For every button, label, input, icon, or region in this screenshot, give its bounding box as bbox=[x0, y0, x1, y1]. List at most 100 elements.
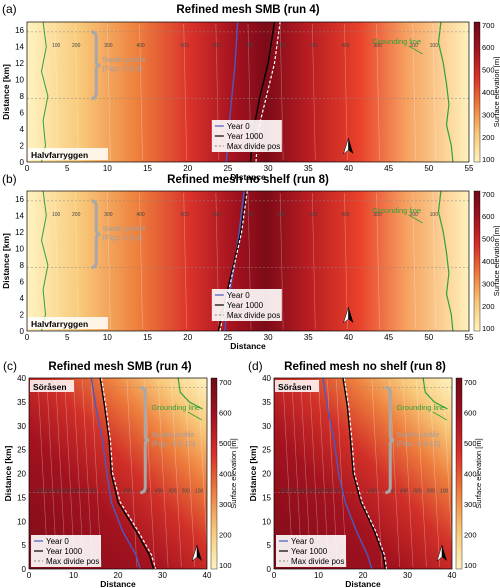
y-tick-label: 5 bbox=[22, 541, 27, 550]
panel-label: (d) bbox=[248, 359, 263, 373]
contour-line bbox=[74, 192, 79, 330]
colorbar-tick-label: 700 bbox=[219, 378, 232, 387]
contour-line bbox=[376, 23, 380, 161]
axes-frame bbox=[26, 190, 470, 332]
x-tick-label: 10 bbox=[314, 571, 323, 580]
panel-title: Refined mesh SMB (run 4) bbox=[176, 4, 319, 16]
grounding-line-pointer bbox=[187, 411, 203, 421]
north-arrow-icon-half bbox=[191, 544, 198, 562]
colorbar-tick-label: 100 bbox=[482, 324, 495, 333]
contour-label: 600 bbox=[324, 489, 333, 495]
x-tick-label: 10 bbox=[103, 164, 112, 173]
grounding-line bbox=[177, 377, 203, 410]
contour-label: 200 bbox=[72, 43, 81, 49]
panel-title: Refined mesh SMB (run 4) bbox=[48, 361, 191, 373]
contour-label: 200 bbox=[182, 489, 191, 495]
contour-label: 100 bbox=[52, 43, 61, 49]
colorbar-tick-label: 200 bbox=[219, 531, 232, 540]
legend-item: Year 1000 bbox=[227, 301, 264, 310]
colorbar-label: Surface elevation [m] bbox=[492, 57, 500, 127]
contour-label: 400 bbox=[155, 489, 164, 495]
y-tick-label: 14 bbox=[15, 212, 24, 221]
grounding-line-pointer bbox=[432, 411, 448, 421]
y-tick-label: 20 bbox=[262, 470, 271, 479]
colorbar-tick-label: 600 bbox=[482, 212, 495, 221]
legend-item: Year 1000 bbox=[291, 547, 328, 556]
x-tick-label: 40 bbox=[344, 164, 353, 173]
y-tick-label: 15 bbox=[262, 493, 271, 502]
x-tick-label: 20 bbox=[183, 333, 192, 342]
colorbar-tick-label: 400 bbox=[464, 470, 477, 479]
panel-2: Refined mesh no shelf (run 8)(b)100 200 30… bbox=[1, 172, 500, 351]
panel-3: Refined mesh SMB (run 4)(c)100 200 300 400 5… bbox=[3, 359, 238, 588]
x-tick-label: 30 bbox=[403, 571, 412, 580]
colorbar-tick-label: 100 bbox=[482, 155, 495, 164]
north-arrow-icon-half bbox=[342, 306, 349, 324]
contour-label: 100 bbox=[52, 212, 61, 218]
contour-line bbox=[279, 192, 284, 330]
x-tick-label: 35 bbox=[304, 164, 313, 173]
contour-line bbox=[344, 192, 348, 330]
y-tick-label: 4 bbox=[20, 294, 25, 303]
colorbar-tick-label: 400 bbox=[482, 257, 495, 266]
contour-label: 200 bbox=[72, 212, 81, 218]
x-axis-label: Distance bbox=[100, 579, 136, 588]
contour-line bbox=[412, 23, 417, 161]
colorbar-label: Surface elevation [m] bbox=[474, 438, 483, 508]
contour-label: 200 bbox=[427, 489, 436, 495]
y-axis-label: Distance [km] bbox=[248, 445, 258, 501]
legend-item: Year 0 bbox=[227, 122, 250, 131]
contour-line bbox=[432, 192, 437, 330]
coastline bbox=[40, 21, 49, 163]
y-tick-label: 30 bbox=[262, 422, 271, 431]
swath-brace bbox=[140, 386, 150, 495]
colorbar-tick-label: 200 bbox=[464, 531, 477, 540]
contour-line bbox=[416, 379, 427, 568]
y-tick-label: 25 bbox=[17, 446, 26, 455]
contour-label: 300 bbox=[168, 489, 177, 495]
divide-year0-line bbox=[322, 377, 373, 570]
contour-line bbox=[107, 23, 111, 161]
contour-line bbox=[412, 192, 417, 330]
contour-line bbox=[279, 23, 284, 161]
contour-line bbox=[54, 23, 59, 161]
y-tick-label: 15 bbox=[17, 493, 26, 502]
y-tick-label: 4 bbox=[20, 125, 25, 134]
contour-line bbox=[311, 192, 316, 330]
colorbar-tick-label: 500 bbox=[219, 439, 232, 448]
place-label-box bbox=[28, 148, 108, 160]
contour-label: 400 bbox=[306, 489, 315, 495]
y-tick-label: 0 bbox=[20, 158, 25, 167]
legend-item: Year 0 bbox=[291, 537, 314, 546]
x-tick-label: 45 bbox=[384, 333, 393, 342]
contour-line bbox=[371, 379, 383, 568]
contour-line bbox=[126, 379, 138, 568]
contour-label: 500 bbox=[309, 43, 318, 49]
north-arrow-icon-half bbox=[342, 137, 349, 155]
x-tick-label: 0 bbox=[25, 164, 30, 173]
y-tick-label: 8 bbox=[20, 92, 25, 101]
colorbar-tick-label: 300 bbox=[482, 110, 495, 119]
contour-label: 400 bbox=[136, 43, 145, 49]
x-tick-label: 45 bbox=[384, 164, 393, 173]
contour-label: 700 bbox=[88, 489, 97, 495]
contour-label: 200 bbox=[289, 489, 298, 495]
place-label-box bbox=[275, 380, 319, 392]
swath-label: Swath profile bbox=[396, 430, 439, 439]
colorbar-tick-label: 500 bbox=[482, 235, 495, 244]
swath-figs-label: (Figs. 6,8,9) bbox=[102, 64, 143, 73]
coastline bbox=[40, 190, 49, 332]
legend-item: Max divide pos bbox=[227, 311, 280, 320]
colorbar-tick-label: 400 bbox=[482, 88, 495, 97]
y-tick-label: 10 bbox=[15, 245, 24, 254]
legend-item: Year 0 bbox=[227, 291, 250, 300]
legend-item: Year 1000 bbox=[46, 547, 83, 556]
contour-label: 300 bbox=[104, 212, 113, 218]
x-tick-label: 15 bbox=[143, 164, 152, 173]
axes-frame bbox=[26, 21, 470, 163]
grounding-line-pointer bbox=[408, 45, 423, 55]
contour-line bbox=[429, 379, 441, 568]
y-tick-label: 2 bbox=[20, 142, 25, 151]
swath-figs-label: (Figs. 6,8,10) bbox=[151, 439, 196, 448]
